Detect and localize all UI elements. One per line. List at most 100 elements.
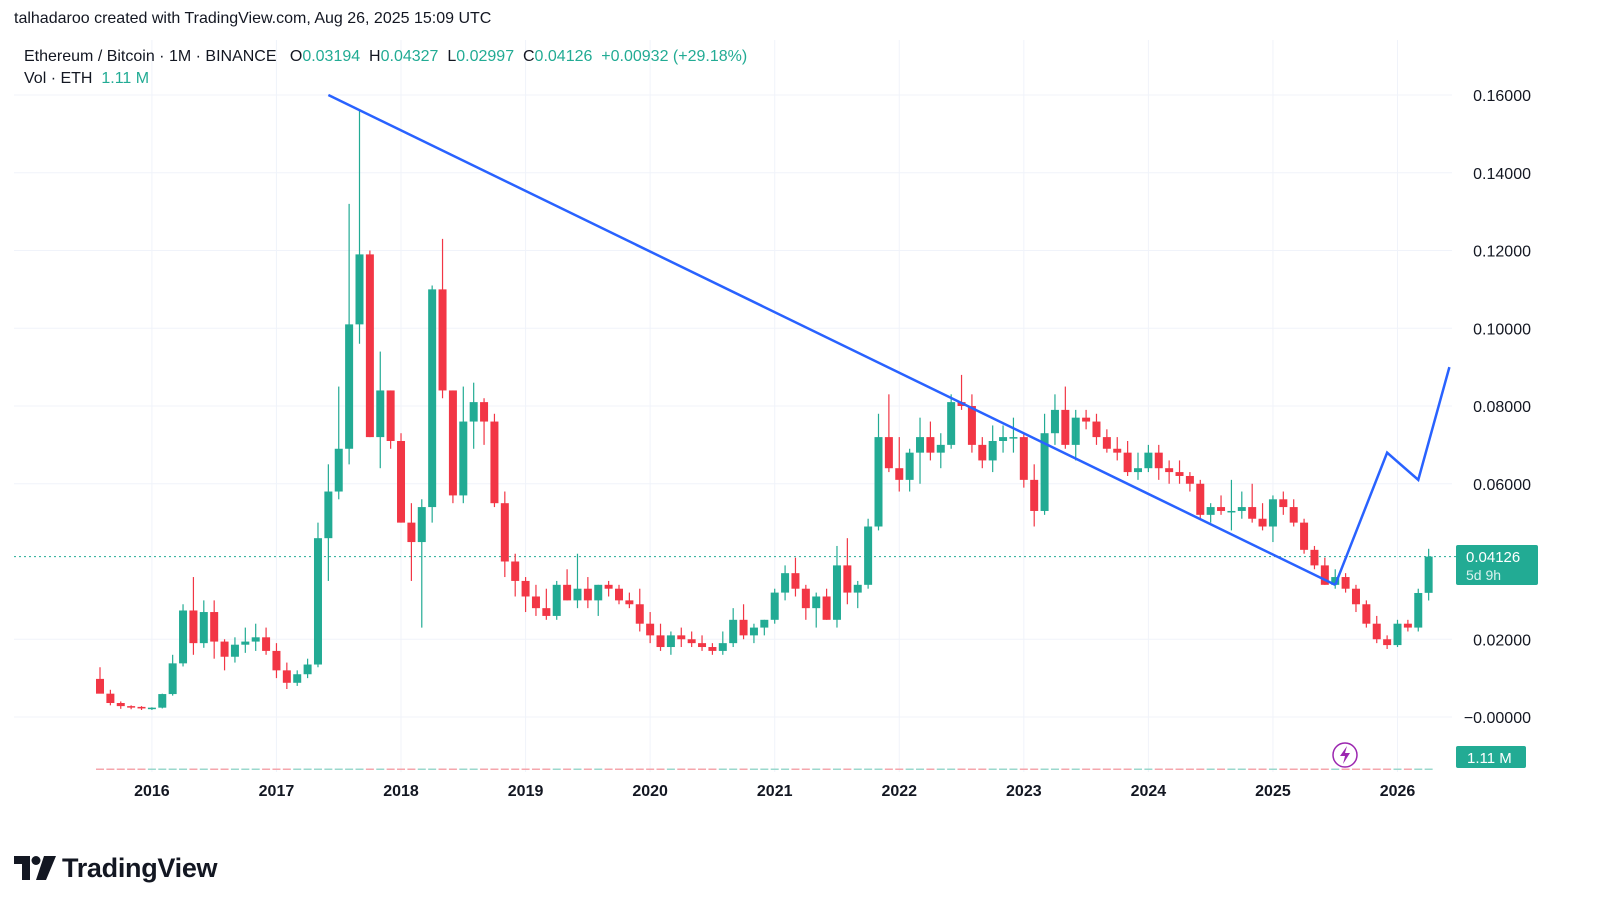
- candle-body: [334, 448, 343, 492]
- volume-bar: [656, 768, 665, 770]
- candle-body: [1134, 468, 1142, 473]
- candle-body: [147, 707, 156, 710]
- x-tick-label: 2021: [757, 783, 793, 800]
- candles: [96, 110, 1433, 711]
- volume-bar: [1113, 768, 1122, 770]
- candle-body: [293, 674, 302, 683]
- volume-bar: [1362, 768, 1371, 770]
- volume-bar: [313, 768, 322, 770]
- volume-bar: [739, 768, 748, 770]
- candle-body: [822, 596, 831, 620]
- volume-bar: [698, 768, 707, 770]
- volume-bar: [511, 768, 520, 770]
- volume-bar: [635, 768, 644, 770]
- y-axis: 0.16000 0.14000 0.12000 0.10000 0.08000 0.060…: [1464, 88, 1531, 727]
- volume-bar: [1237, 768, 1246, 770]
- candle-body: [1320, 565, 1329, 585]
- volume-bar: [137, 768, 146, 770]
- candle-body: [978, 444, 987, 461]
- low-key: L: [447, 48, 457, 65]
- volume-bar: [1414, 768, 1423, 770]
- candle-body: [531, 596, 540, 609]
- candle-body: [1372, 623, 1381, 640]
- volume-bar: [1289, 768, 1298, 770]
- volume-bar: [573, 768, 582, 770]
- candle-body: [106, 693, 115, 704]
- candle-body: [999, 437, 1008, 441]
- tradingview-logo[interactable]: TradingView: [14, 852, 218, 884]
- candle-body: [428, 289, 437, 508]
- candle-body: [916, 437, 925, 453]
- volume-bar: [345, 768, 354, 770]
- volume-bar: [1134, 768, 1142, 770]
- candle-body: [1009, 437, 1018, 439]
- volume-key[interactable]: Vol · ETH: [24, 70, 93, 87]
- candle-body: [1154, 452, 1163, 469]
- volume-bar: [1393, 768, 1402, 770]
- volume-bar: [1258, 768, 1267, 770]
- volume-bar: [272, 768, 281, 770]
- candle-body: [345, 324, 354, 449]
- candle-body: [1258, 518, 1267, 527]
- volume-bar: [843, 768, 852, 770]
- candle-body: [521, 580, 530, 597]
- x-tick-label: 2022: [881, 783, 917, 800]
- candle-body: [1310, 549, 1319, 566]
- volume-bar: [220, 768, 229, 770]
- volume-bar: [262, 768, 271, 770]
- volume-bar: [542, 768, 551, 770]
- candle-body: [1227, 510, 1236, 513]
- volume-bar: [791, 768, 800, 770]
- candle-body: [1351, 588, 1360, 605]
- candle-body: [313, 538, 322, 665]
- volume-bar: [666, 768, 675, 770]
- x-tick-label: 2020: [632, 783, 668, 800]
- projection-line[interactable]: [1334, 366, 1451, 586]
- volume-bar: [417, 768, 426, 770]
- candle-body: [656, 635, 665, 648]
- volume-value: 1.11 M: [101, 70, 150, 87]
- volume-bar: [230, 768, 239, 770]
- volume-bar: [967, 768, 976, 770]
- volume-bar: [625, 768, 634, 770]
- x-tick-label: 2024: [1131, 783, 1167, 800]
- volume-bar: [438, 768, 447, 770]
- volume-bar: [282, 768, 291, 770]
- candle-body: [116, 703, 125, 707]
- candle-body: [1165, 468, 1174, 473]
- volume-bar: [1123, 768, 1132, 770]
- volume-bar: [199, 768, 208, 770]
- open-value: 0.03194: [302, 48, 361, 65]
- volume-bar: [1175, 768, 1184, 770]
- candle-body: [262, 637, 271, 651]
- volume-bar: [1154, 768, 1163, 770]
- volume-bar: [853, 768, 862, 770]
- candle-body: [853, 584, 862, 593]
- volume-bar: [521, 768, 530, 770]
- candle-body: [1071, 417, 1080, 445]
- low-value: 0.02997: [456, 48, 515, 65]
- y-tick-label: −0.00000: [1464, 710, 1531, 727]
- candle-body: [905, 452, 914, 480]
- symbol-label[interactable]: Ethereum / Bitcoin · 1M · BINANCE: [24, 48, 277, 65]
- volume-bar: [1217, 768, 1226, 770]
- volume-bar: [500, 768, 509, 770]
- candle-body: [96, 678, 104, 694]
- candle-body: [760, 619, 769, 628]
- volume-bar: [1185, 768, 1194, 770]
- volume-bar: [1071, 768, 1080, 770]
- candle-body: [1123, 452, 1132, 473]
- candle-body: [469, 402, 478, 422]
- volume-bar: [147, 768, 156, 770]
- x-tick-label: 2018: [383, 783, 419, 800]
- candle-body: [812, 596, 821, 609]
- trendline[interactable]: [327, 93, 1336, 586]
- volume-bar: [978, 768, 987, 770]
- volume-bar: [189, 768, 198, 770]
- chart-legend: Ethereum / Bitcoin · 1M · BINANCE O0.031…: [24, 46, 747, 90]
- flash-icon[interactable]: [1332, 742, 1358, 768]
- candle-body: [251, 637, 260, 642]
- candle-body: [1300, 522, 1309, 550]
- candle-body: [542, 608, 551, 616]
